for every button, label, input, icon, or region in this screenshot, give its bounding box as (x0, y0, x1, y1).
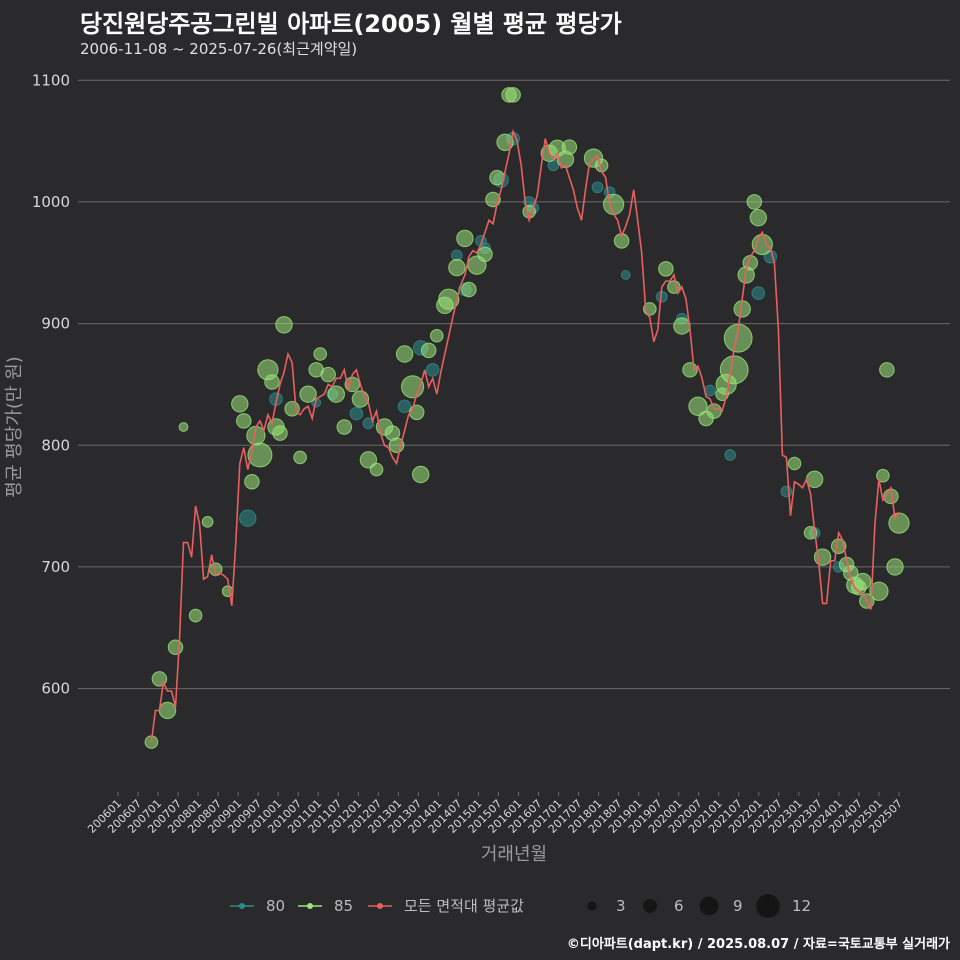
x-axis-title: 거래년월 (481, 844, 547, 865)
y-tick-label: 900 (41, 315, 70, 333)
scatter-point-85 (167, 639, 184, 655)
legend-dot-2 (377, 903, 383, 909)
legend-label-0: 80 (266, 897, 285, 915)
scatter-point-85 (369, 462, 384, 477)
legend-label-1: 85 (334, 897, 353, 915)
legend-dot-0 (239, 903, 245, 909)
scatter-point-85 (236, 413, 252, 429)
scatter-point-80 (397, 399, 412, 414)
scatter-point-85 (231, 395, 249, 413)
scatter-point-85 (158, 701, 177, 720)
scatter-point-85 (879, 362, 895, 378)
scatter-point-80 (362, 417, 375, 430)
scatter-point-85 (221, 585, 234, 598)
average-price-line (150, 128, 900, 743)
size-legend-circle (643, 899, 657, 913)
scatter-point-85 (359, 451, 378, 469)
scatter-point-85 (438, 288, 460, 310)
scatter-point-85 (178, 422, 189, 432)
scatter-point-85 (869, 581, 889, 601)
scatter-point-80 (349, 406, 364, 421)
scatter-point-85 (746, 194, 763, 210)
scatter-point-85 (299, 385, 317, 403)
scatter-point-85 (505, 87, 521, 103)
scatter-point-80 (591, 181, 604, 194)
scatter-point-85 (886, 558, 904, 576)
scatter-point-85 (272, 425, 288, 441)
scatter-point-80 (751, 286, 766, 300)
scatter-point-85 (496, 133, 514, 152)
size-legend-circle (587, 901, 597, 911)
scatter-point-85 (749, 209, 767, 227)
scatter-point-85 (830, 538, 847, 554)
scatter-point-85 (603, 193, 625, 215)
y-tick-label: 1000 (32, 193, 70, 211)
scatter-point-80 (425, 363, 440, 377)
scatter-point-85 (395, 345, 414, 363)
y-tick-label: 700 (41, 558, 70, 576)
scatter-point-85 (787, 456, 802, 471)
scatter-point-85 (201, 516, 214, 528)
y-axis-title: 평균 평당가(만 원) (4, 356, 25, 497)
source-caption: ©디아파트(dapt.kr) / 2025.08.07 / 자료=국토교통부 실… (566, 937, 950, 952)
scatter-point-85 (313, 347, 328, 361)
y-tick-label: 1100 (32, 71, 70, 89)
legend-label-2: 모든 면적대 평균값 (404, 897, 524, 915)
scatter-point-85 (448, 258, 466, 277)
scatter-point-85 (293, 450, 307, 465)
scatter-point-85 (275, 316, 293, 334)
scatter-point-85 (751, 233, 773, 256)
scatter-point-85 (188, 608, 203, 623)
scatter-point-80 (780, 485, 793, 498)
scatter-point-85 (719, 355, 749, 385)
scatter-point-85 (461, 281, 477, 298)
size-legend-label: 3 (616, 897, 626, 915)
size-legend-label: 12 (792, 897, 811, 915)
scatter-point-85 (477, 246, 493, 262)
scatter-point-85 (888, 512, 910, 534)
scatter-point-85 (420, 342, 437, 359)
scatter-point-85 (851, 579, 867, 596)
scatter-point-85 (673, 317, 691, 335)
scatter-point-85 (247, 442, 273, 468)
scatter-point-85 (284, 401, 300, 417)
scatter-point-85 (430, 328, 444, 343)
scatter-point-85 (706, 403, 722, 419)
scatter-point-85 (876, 468, 890, 483)
size-legend-circle (699, 896, 719, 916)
scatter-point-80 (724, 449, 737, 461)
size-legend-label: 9 (733, 897, 743, 915)
scatter-point-85 (327, 385, 345, 403)
scatter-point-85 (658, 261, 674, 277)
chart-subtitle: 2006-11-08 ~ 2025-07-26(최근계약일) (80, 40, 358, 58)
size-legend-label: 6 (674, 897, 684, 915)
legend-dot-1 (307, 903, 313, 909)
scatter-point-85 (456, 229, 474, 248)
scatter-point-85 (320, 366, 336, 383)
y-tick-label: 600 (41, 680, 70, 698)
scatter-point-80 (620, 270, 631, 280)
size-legend-circle (756, 894, 780, 918)
chart-title: 당진원당주공그린빌 아파트(2005) 월별 평균 평당가 (80, 10, 622, 38)
scatter-point-80 (239, 509, 257, 527)
scatter-point-85 (264, 374, 280, 390)
scatter-point-85 (408, 404, 425, 421)
scatter-point-85 (336, 419, 353, 435)
scatter-point-85 (412, 465, 430, 484)
scatter-point-85 (561, 139, 578, 155)
y-tick-label: 800 (41, 436, 70, 454)
scatter-point-85 (244, 474, 260, 490)
scatter-point-85 (688, 396, 708, 416)
